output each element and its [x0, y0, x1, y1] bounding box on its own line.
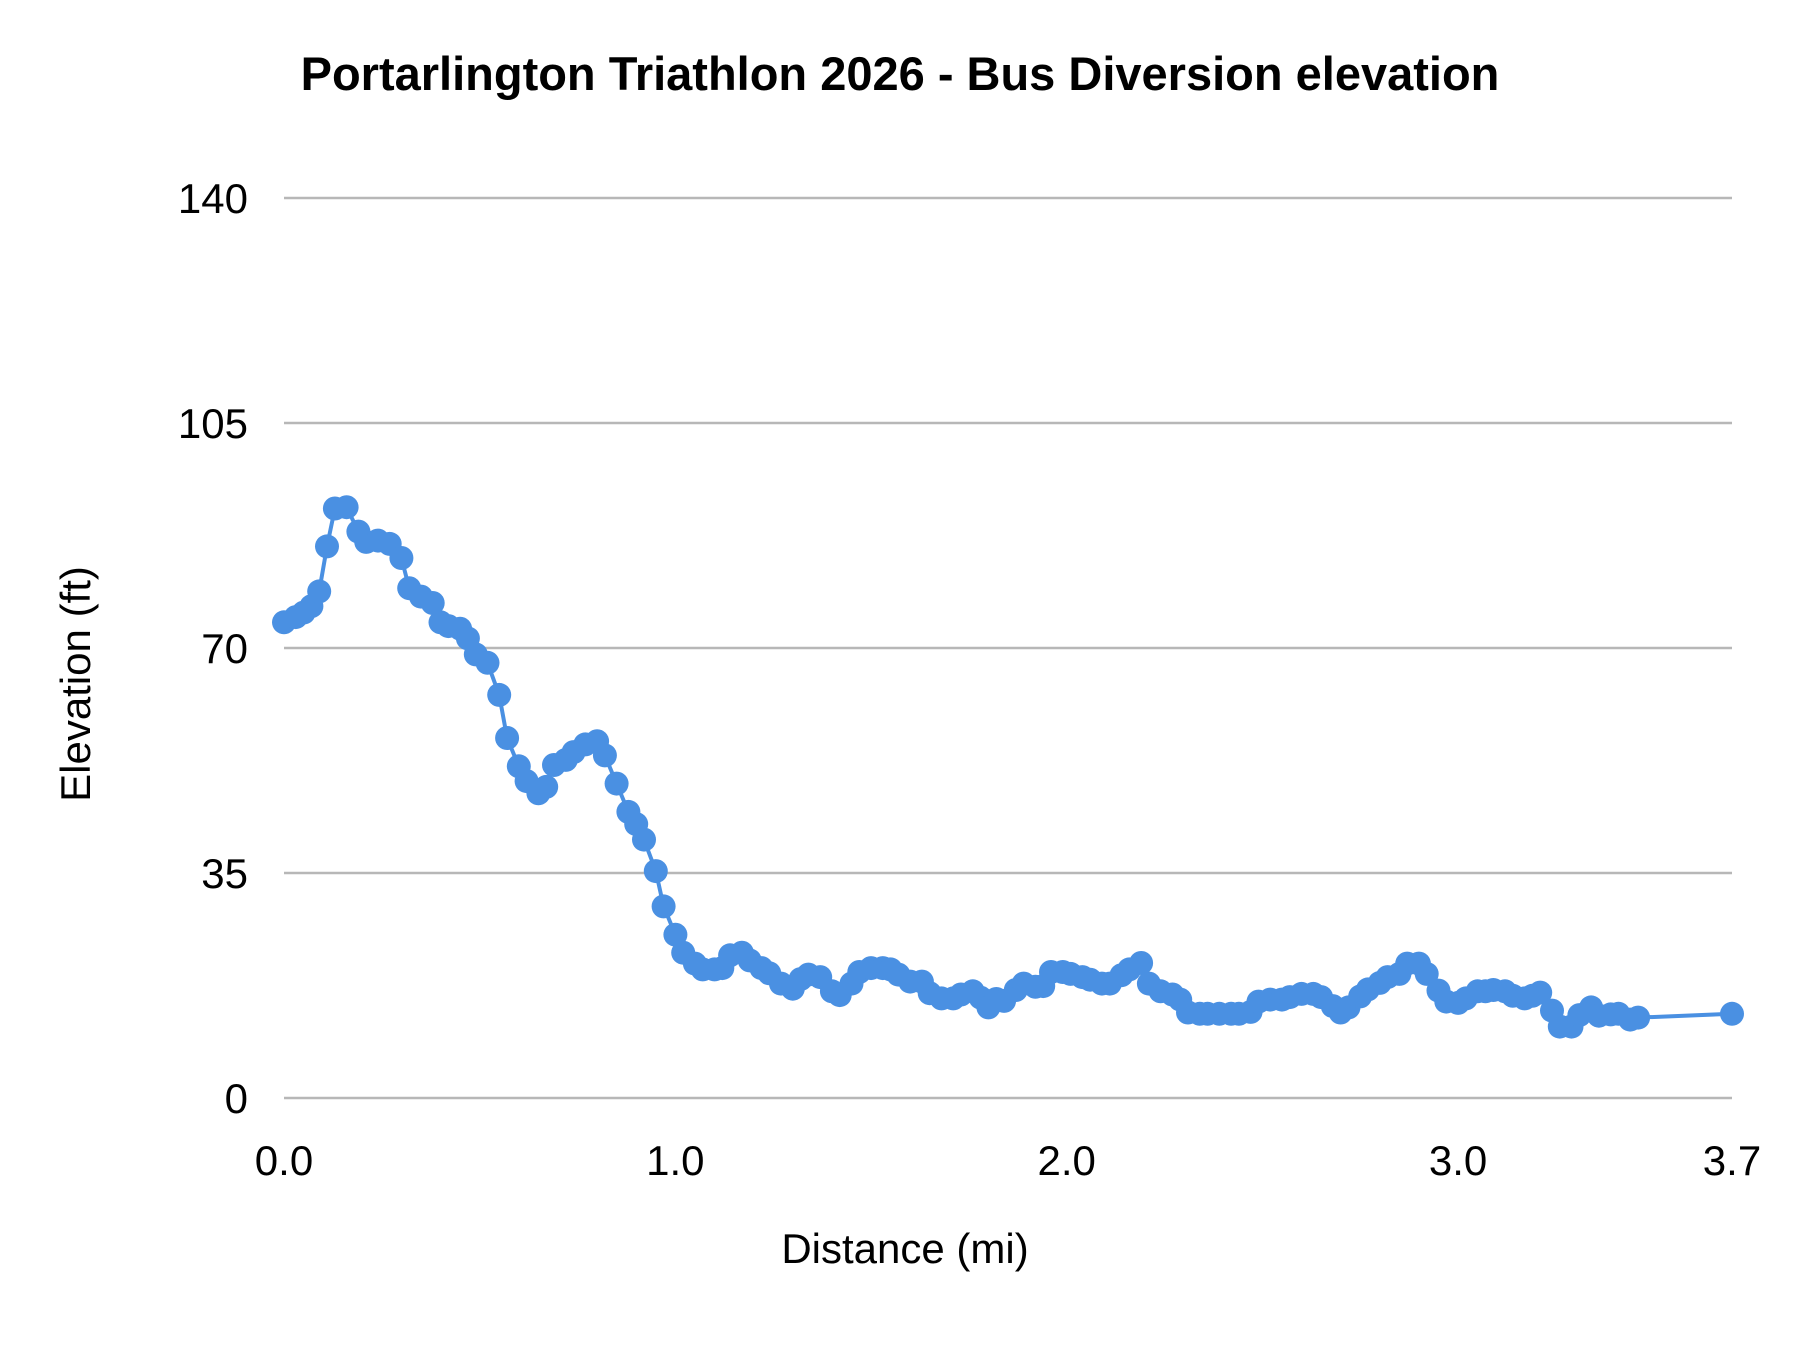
x-tick-label: 3.0: [1429, 1137, 1487, 1184]
data-point: [475, 650, 500, 675]
data-point: [487, 682, 512, 707]
data-point: [592, 743, 617, 768]
x-tick-label: 2.0: [1038, 1137, 1096, 1184]
y-tick-label: 140: [178, 175, 248, 222]
data-point: [1129, 951, 1154, 975]
chart-title: Portarlington Triathlon 2026 - Bus Diver…: [300, 47, 1500, 100]
elevation-line: [283, 505, 1733, 1029]
data-point: [495, 726, 520, 750]
data-point: [420, 591, 445, 615]
data-point: [663, 922, 688, 947]
x-axis-label: Distance (mi): [781, 1225, 1029, 1272]
y-tick-label: 0: [225, 1075, 248, 1122]
data-point: [307, 579, 332, 604]
data-point: [604, 771, 629, 796]
data-point: [1626, 1005, 1651, 1030]
data-point: [1414, 961, 1439, 986]
data-point: [643, 859, 668, 884]
x-tick-label: 1.0: [646, 1137, 704, 1184]
y-tick-label: 35: [201, 850, 248, 897]
data-point: [651, 894, 676, 919]
data-point: [534, 774, 559, 799]
data-point: [1720, 1001, 1744, 1026]
data-point: [632, 827, 656, 852]
x-tick-label: 3.7: [1703, 1137, 1761, 1184]
x-tick-label: 0.0: [255, 1137, 313, 1184]
data-point: [1528, 980, 1553, 1005]
data-point: [334, 495, 359, 520]
data-point: [315, 534, 339, 559]
y-tick-label: 70: [201, 625, 248, 672]
data-point: [389, 546, 414, 570]
y-tick-label: 105: [178, 400, 248, 447]
